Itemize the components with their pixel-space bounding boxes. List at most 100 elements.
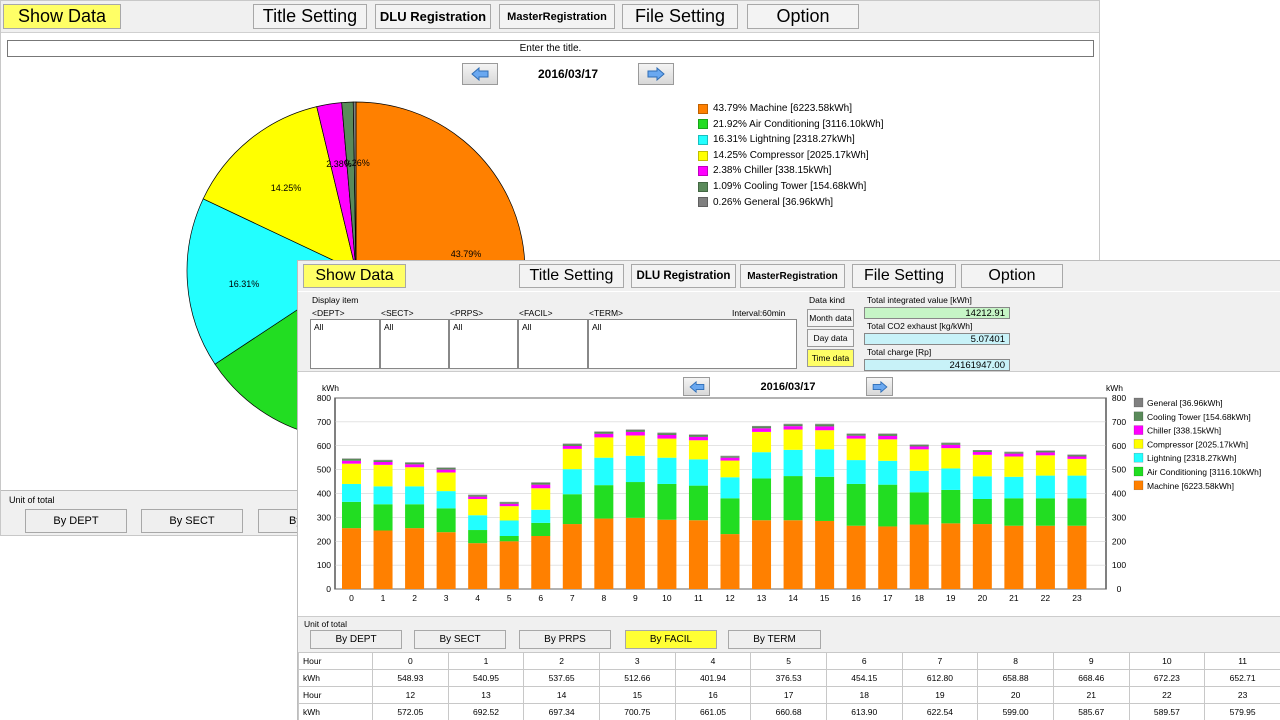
- table-cell: 13: [447, 686, 525, 704]
- bar-segment: [688, 520, 708, 589]
- bar-segment: [657, 483, 677, 520]
- x-tick-label: 11: [694, 593, 703, 603]
- table-cell: 18: [825, 686, 903, 704]
- file-setting-button[interactable]: File Setting: [852, 264, 956, 288]
- title-setting-button[interactable]: Title Setting: [519, 264, 624, 288]
- table-cell: 23: [1204, 686, 1280, 704]
- dept-list[interactable]: All: [310, 319, 380, 369]
- bar-segment: [657, 435, 677, 439]
- x-tick-label: 17: [883, 593, 893, 603]
- back-by-sect-button[interactable]: By SECT: [141, 509, 243, 533]
- table-cell: 612.80: [901, 669, 979, 687]
- table-cell: 589.57: [1128, 703, 1206, 720]
- dlu-registration-button[interactable]: DLU Registration: [631, 264, 736, 288]
- table-cell: 672.23: [1128, 669, 1206, 687]
- prps-list[interactable]: All: [449, 319, 518, 369]
- back-dlu-registration-button[interactable]: DLU Registration: [375, 4, 491, 29]
- back-date-nav: 2016/03/17: [462, 63, 674, 85]
- bar-segment: [909, 470, 929, 493]
- show-data-button[interactable]: Show Data: [303, 264, 406, 288]
- facil-list[interactable]: All: [518, 319, 588, 369]
- term-list[interactable]: All: [588, 319, 797, 369]
- back-option-button[interactable]: Option: [747, 4, 859, 29]
- x-tick-label: 4: [475, 593, 480, 603]
- bar-segment: [594, 433, 614, 438]
- front-menu-bar: Show Data Title Setting DLU Registration…: [298, 261, 1280, 291]
- x-tick-label: 9: [633, 593, 638, 603]
- next-day-button[interactable]: [866, 377, 893, 396]
- table-cell: 652.71: [1204, 669, 1280, 687]
- sect-list[interactable]: All: [380, 319, 449, 369]
- total-charge-label: Total charge [Rp]: [867, 347, 932, 357]
- bar-segment: [657, 433, 677, 436]
- y-tick-label-left: 200: [317, 536, 331, 546]
- bar-legend-swatch: [1133, 452, 1144, 463]
- back-by-dept-button[interactable]: By DEPT: [25, 509, 127, 533]
- legend-text: 21.92% Air Conditioning [3116.10kWh]: [713, 118, 884, 130]
- bar-segment: [531, 535, 551, 589]
- master-registration-button[interactable]: MasterRegistration: [740, 264, 845, 288]
- by-facil-button[interactable]: By FACIL: [625, 630, 717, 649]
- bar-segment: [531, 484, 551, 489]
- bar-segment: [405, 528, 425, 589]
- bar-segment: [878, 526, 898, 589]
- table-cell: 6: [825, 652, 903, 670]
- option-button[interactable]: Option: [961, 264, 1063, 288]
- back-prev-day-button[interactable]: [462, 63, 498, 85]
- x-tick-label: 15: [820, 593, 830, 603]
- bar-segment: [468, 495, 488, 497]
- bar-segment: [373, 464, 393, 487]
- back-title-input[interactable]: Enter the title.: [7, 40, 1094, 57]
- bar-segment: [468, 498, 488, 516]
- bar-segment: [752, 478, 772, 521]
- back-next-day-button[interactable]: [638, 63, 674, 85]
- bar-segment: [1067, 475, 1087, 499]
- bar-segment: [783, 476, 803, 521]
- table-cell: 540.95: [447, 669, 525, 687]
- y-tick-label-right: 100: [1112, 560, 1126, 570]
- bar-segment: [436, 472, 456, 492]
- time-data-button[interactable]: Time data: [807, 349, 854, 367]
- bar-legend-swatch: [1133, 466, 1144, 477]
- bar-segment: [909, 446, 929, 450]
- table-cell: 10: [1128, 652, 1206, 670]
- month-data-button[interactable]: Month data: [807, 309, 854, 327]
- by-sect-button[interactable]: By SECT: [414, 630, 506, 649]
- bar-segment: [625, 455, 645, 483]
- back-show-data-button[interactable]: Show Data: [3, 4, 121, 29]
- bar-segment: [468, 543, 488, 589]
- back-master-registration-button[interactable]: MasterRegistration: [499, 4, 615, 29]
- day-data-button[interactable]: Day data: [807, 329, 854, 347]
- by-dept-button[interactable]: By DEPT: [310, 630, 402, 649]
- prev-day-button[interactable]: [683, 377, 710, 396]
- bar-segment: [909, 445, 929, 447]
- x-tick-label: 19: [946, 593, 956, 603]
- bar-segment: [1035, 452, 1055, 456]
- y-tick-label-right: 200: [1112, 536, 1126, 546]
- legend-swatch: [698, 166, 708, 177]
- by-term-button[interactable]: By TERM: [728, 630, 821, 649]
- bar-segment: [436, 491, 456, 509]
- table-cell: 4: [674, 652, 752, 670]
- pie-legend-item: 21.92% Air Conditioning [3116.10kWh]: [698, 117, 883, 133]
- back-file-setting-button[interactable]: File Setting: [622, 4, 738, 29]
- by-prps-button[interactable]: By PRPS: [519, 630, 611, 649]
- bar-segment: [846, 434, 866, 436]
- bar-segment: [1035, 455, 1055, 476]
- y-tick-label-left: 300: [317, 512, 331, 522]
- table-cell: 572.05: [372, 703, 449, 720]
- back-title-setting-button[interactable]: Title Setting: [253, 4, 367, 29]
- bar-segment: [752, 452, 772, 479]
- y-tick-label-left: 600: [317, 441, 331, 451]
- bar-segment: [972, 498, 992, 525]
- bar-segment: [562, 469, 582, 495]
- front-window: Show Data Title Setting DLU Registration…: [297, 260, 1280, 720]
- hour-row: Hour 0 1 2 3 4 5 6 7 8 9 10 11: [298, 652, 1280, 670]
- bar-segment: [436, 469, 456, 473]
- bar-segment: [625, 429, 645, 432]
- x-tick-label: 6: [538, 593, 543, 603]
- bar-segment: [1067, 456, 1087, 459]
- display-item-label: Display item: [312, 295, 359, 305]
- total-integrated-value: 14212.91: [864, 307, 1010, 319]
